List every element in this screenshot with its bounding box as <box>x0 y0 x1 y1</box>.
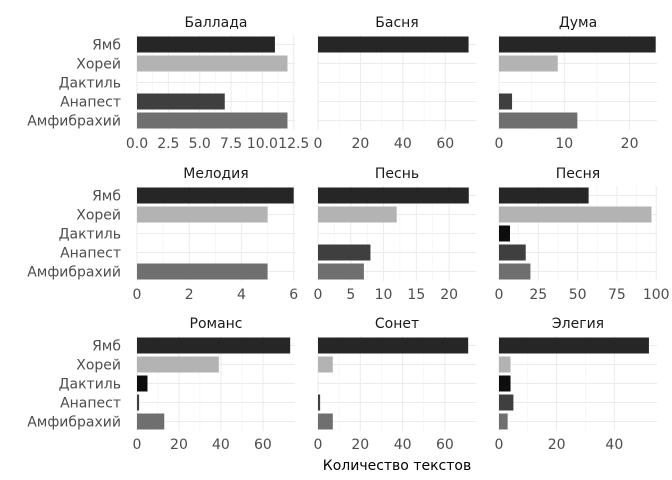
panel-7-bar <box>137 375 148 392</box>
panel-4-tick-label: 2 <box>185 287 194 303</box>
panel-7-tick-label: 40 <box>212 437 230 453</box>
panel-7-title: Романс <box>190 316 243 332</box>
category-label: Дактиль <box>59 76 121 92</box>
category-label: Амфибрахий <box>27 415 121 431</box>
panel-1-tick-label: 5.0 <box>189 136 211 152</box>
panel-3-bar <box>499 36 656 53</box>
category-label: Хорей <box>76 208 121 224</box>
panel-8-bar <box>318 337 469 354</box>
panel-7-bar <box>137 394 140 411</box>
panel-4-tick-label: 0 <box>133 287 142 303</box>
panel-5-bar <box>318 187 469 204</box>
panel-9-tick-label: 20 <box>548 437 566 453</box>
panel-3-tick-label: 20 <box>621 136 639 152</box>
panel-9-bar <box>499 337 649 354</box>
panel-5-tick-label: 20 <box>440 287 458 303</box>
panel-7-tick-label: 60 <box>254 437 272 453</box>
panel-1-bar <box>137 36 275 53</box>
panel-8-title: Сонет <box>375 316 419 332</box>
panel-9-bar <box>499 394 514 411</box>
panel-1-tick-label: 2.5 <box>157 136 179 152</box>
panel-6-bar <box>499 263 531 280</box>
panel-1-title: Баллада <box>185 15 248 31</box>
panel-1-bar <box>137 55 288 72</box>
panel-9-tick-label: 0 <box>495 437 504 453</box>
panel-2-tick-label: 0 <box>314 136 323 152</box>
panel-9-bar <box>499 356 511 373</box>
panel-5-title: Песнь <box>375 166 419 182</box>
panel-3-bar <box>499 112 578 129</box>
panel-6-title: Песня <box>556 166 600 182</box>
category-label: Анапест <box>60 246 121 262</box>
panel-6-bar <box>499 244 526 261</box>
panel-3-title: Дума <box>559 15 597 31</box>
panel-1-tick-label: 10.0 <box>247 136 278 152</box>
panel-6-tick-label: 50 <box>569 287 587 303</box>
panel-5-tick-label: 15 <box>407 287 425 303</box>
panel-8-bar <box>318 394 321 411</box>
panel-4-tick-label: 4 <box>237 287 246 303</box>
panel-6-bar <box>499 187 589 204</box>
panel-1-tick-label: 0.0 <box>126 136 148 152</box>
category-label: Анапест <box>60 95 121 111</box>
panel-2-title: Басня <box>375 15 418 31</box>
panel-5-tick-label: 10 <box>375 287 393 303</box>
panel-1-tick-label: 12.5 <box>278 136 309 152</box>
panel-4-bar <box>137 263 268 280</box>
panel-6-tick-label: 75 <box>608 287 626 303</box>
panel-7-tick-label: 0 <box>133 437 142 453</box>
panel-3-bar <box>499 55 558 72</box>
panel-6-bar <box>499 225 511 242</box>
panel-2-tick-label: 40 <box>394 136 412 152</box>
panel-3-tick-label: 0 <box>495 136 504 152</box>
category-label: Амфибрахий <box>27 114 121 130</box>
category-label: Ямб <box>92 38 121 54</box>
panel-7-bar <box>137 337 291 354</box>
panel-5-bar <box>318 263 364 280</box>
panel-5-bar <box>318 206 397 223</box>
panel-8-tick-label: 20 <box>351 437 369 453</box>
panel-3-tick-label: 10 <box>555 136 573 152</box>
category-label: Анапест <box>60 396 121 412</box>
category-label: Ямб <box>92 189 121 205</box>
panel-2-tick-label: 20 <box>352 136 370 152</box>
panel-5-tick-label: 0 <box>314 287 323 303</box>
panel-5-tick-label: 5 <box>346 287 355 303</box>
x-axis-title: Количество текстов <box>323 458 471 474</box>
panel-2-bar <box>318 36 469 53</box>
panel-9-title: Элегия <box>552 316 604 332</box>
panel-6-bar <box>499 206 652 223</box>
panel-4-tick-label: 6 <box>289 287 298 303</box>
panel-7-bar <box>137 413 165 430</box>
category-label: Хорей <box>76 358 121 374</box>
panel-1-bar <box>137 112 288 129</box>
category-label: Амфибрахий <box>27 265 121 281</box>
panel-9-bar <box>499 413 508 430</box>
panel-2-tick-label: 60 <box>436 136 454 152</box>
panel-4-title: Мелодия <box>183 166 248 182</box>
panel-8-tick-label: 0 <box>314 437 323 453</box>
panel-8-bar <box>318 356 333 373</box>
panel-7-bar <box>137 356 219 373</box>
panel-6-tick-label: 0 <box>495 287 504 303</box>
panel-1-tick-label: 7.5 <box>220 136 242 152</box>
panel-4-bar <box>137 187 294 204</box>
category-label: Дактиль <box>59 377 121 393</box>
panel-9-bar <box>499 375 511 392</box>
panel-7-tick-label: 20 <box>170 437 188 453</box>
panel-8-bar <box>318 413 333 430</box>
panel-8-tick-label: 40 <box>394 437 412 453</box>
category-label: Ямб <box>92 339 121 355</box>
panel-1-bar <box>137 93 225 110</box>
panel-8-tick-label: 60 <box>436 437 454 453</box>
panel-6-tick-label: 25 <box>529 287 547 303</box>
category-label: Хорей <box>76 57 121 73</box>
panel-6-tick-label: 100 <box>643 287 670 303</box>
panel-9-tick-label: 40 <box>605 437 623 453</box>
panel-3-bar <box>499 93 513 110</box>
panel-4-bar <box>137 206 268 223</box>
panel-5-bar <box>318 244 371 261</box>
category-label: Дактиль <box>59 227 121 243</box>
